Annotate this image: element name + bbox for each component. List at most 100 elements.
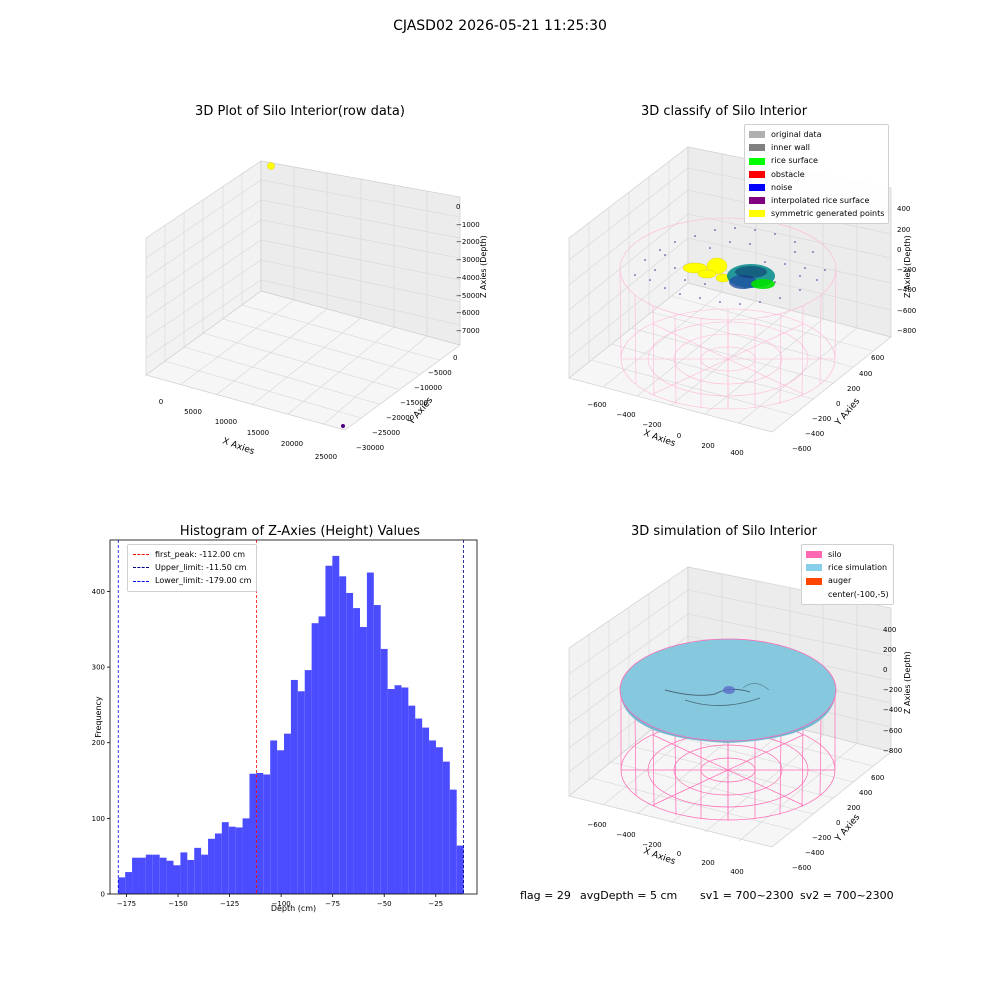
- raw-3d-plot: 0 5000 10000 15000 20000 25000 X Axies 0…: [145, 160, 488, 461]
- histogram-bar: [339, 576, 347, 894]
- raw-z-tick: −2000: [456, 238, 480, 246]
- legend-label: rice surface: [771, 156, 818, 166]
- legend-item: interpolated rice surface: [749, 194, 884, 207]
- simulation-plot-title: 3D simulation of Silo Interior: [631, 524, 817, 539]
- histogram-x-tick-label: −75: [325, 900, 340, 908]
- simulation-y-tick: −400: [805, 849, 824, 857]
- histogram-bar: [228, 826, 236, 894]
- histogram-frame: [109, 539, 478, 895]
- classify-x-tick: −400: [616, 411, 635, 419]
- raw-z-tick: 0: [456, 203, 460, 211]
- raw-x-tick: 20000: [281, 440, 303, 448]
- raw-z-axis-label: Z Axies (Depth): [479, 235, 488, 298]
- simulation-z-tick: −400: [883, 706, 902, 714]
- raw-x-tick: 5000: [184, 408, 202, 416]
- legend-label: silo: [828, 550, 842, 559]
- histogram-bar: [249, 773, 257, 894]
- histogram-y-tick-label: 400: [92, 588, 105, 596]
- histogram-bar: [201, 854, 209, 894]
- classify-floor-pane: [568, 282, 892, 433]
- histogram-bar: [353, 608, 360, 894]
- simulation-y-tick: −200: [812, 834, 831, 842]
- classify-grid: [568, 154, 892, 424]
- simulation-y-tick: −600: [792, 864, 811, 872]
- legend-line: [133, 554, 149, 556]
- histogram-bar: [256, 772, 264, 894]
- simulation-x-axis-label: X Axies: [642, 846, 677, 867]
- flag-text: flag = 29: [520, 889, 571, 902]
- classify-y-tick: −600: [792, 445, 811, 453]
- classify-y-tick: 600: [871, 354, 884, 362]
- legend-swatch: [749, 170, 765, 178]
- simulation-x-tick: 0: [677, 850, 681, 858]
- raw-x-tick: 10000: [215, 418, 237, 426]
- histogram-y-tick-label: 300: [92, 664, 105, 672]
- legend-item: center(-100,-5): [806, 588, 889, 601]
- legend-label: interpolated rice surface: [771, 196, 870, 206]
- legend-line: [133, 580, 149, 582]
- histogram-x-tick-label: −100: [272, 900, 291, 908]
- histogram-title: Histogram of Z-Axies (Height) Values: [179, 524, 421, 539]
- legend-line: [133, 567, 149, 569]
- histogram-bar: [346, 592, 354, 894]
- histogram-bar: [263, 774, 271, 894]
- raw-point-outlier: [341, 424, 345, 428]
- histogram-bar: [284, 733, 291, 894]
- histogram-x-tick-label: −125: [220, 900, 239, 908]
- simulation-z-tick: −600: [883, 727, 902, 735]
- legend-label: auger: [828, 576, 852, 586]
- legend-item: first_peak: -112.00 cm: [133, 548, 251, 561]
- legend-swatch: [806, 591, 822, 598]
- raw-plot-title: 3D Plot of Silo Interior(row data): [195, 104, 405, 119]
- legend-label: Lower_limit: -179.00 cm: [155, 576, 252, 586]
- figure-title: CJASD02 2026-05-21 11:25:30: [393, 18, 607, 34]
- legend-item: rice surface: [749, 154, 884, 167]
- legend-swatch: [806, 551, 822, 559]
- legend-swatch: [749, 197, 765, 205]
- raw-z-tick: −7000: [456, 327, 480, 335]
- raw-grid: [145, 167, 461, 425]
- histogram-bar: [173, 865, 181, 894]
- classify-y-tick: 400: [859, 370, 872, 378]
- simulation-z-tick: 200: [883, 646, 896, 654]
- histogram-bar: [429, 740, 436, 894]
- histogram-x-tick-label: −50: [377, 900, 392, 908]
- raw-z-tick: −3000: [456, 256, 480, 264]
- classify-silo-wireframe: [619, 217, 837, 410]
- classify-y-tick: 0: [836, 400, 840, 408]
- legend-label: inner wall: [771, 143, 811, 153]
- histogram-bar: [332, 555, 340, 894]
- simulation-rice-surface: [619, 638, 837, 743]
- histogram-bar: [311, 623, 319, 894]
- legend-swatch: [749, 131, 765, 139]
- raw-z-tick: −6000: [456, 309, 480, 317]
- legend-label: obstacle: [771, 169, 805, 179]
- raw-y-tick: −5000: [428, 369, 452, 377]
- legend-item: obstacle: [749, 168, 884, 181]
- simulation-x-tick: −400: [616, 831, 635, 839]
- avg-depth-text: avgDepth = 5 cm: [580, 889, 678, 902]
- legend-swatch: [806, 577, 822, 585]
- classify-y-tick: −200: [812, 415, 831, 423]
- simulation-x-tick: 400: [730, 868, 743, 876]
- raw-x-tick: 0: [159, 398, 163, 406]
- histogram-bar: [449, 789, 457, 894]
- simulation-z-axis-label: Z Axies (Depth): [903, 651, 912, 714]
- classify-z-tick: 200: [897, 226, 910, 234]
- legend-label: Upper_limit: -11.50 cm: [155, 563, 247, 573]
- histogram-bar: [235, 827, 243, 894]
- simulation-y-tick: 0: [836, 819, 840, 827]
- classify-z-tick: −800: [897, 327, 916, 335]
- histogram-bar: [318, 616, 326, 894]
- histogram-bar: [208, 838, 215, 894]
- histogram-bar: [422, 727, 430, 894]
- legend-item: auger: [806, 574, 889, 587]
- histogram-bar: [366, 572, 374, 894]
- histogram-x-tick-label: −175: [117, 900, 136, 908]
- histogram-bar: [456, 845, 464, 894]
- legend-label: noise: [771, 182, 793, 192]
- raw-y-tick: −30000: [356, 444, 384, 452]
- raw-y-tick: −10000: [414, 384, 442, 392]
- histogram-bar: [387, 689, 395, 894]
- classify-x-tick: 400: [730, 449, 743, 457]
